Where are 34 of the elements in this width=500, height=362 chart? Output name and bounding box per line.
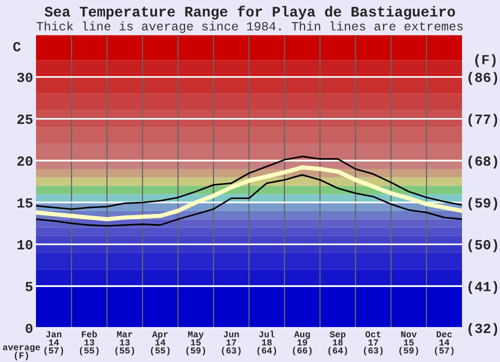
x-tick-label: Oct 17 (63) — [364, 331, 383, 356]
y2-tick-label: (77) — [468, 114, 498, 127]
y-tick-label: 15 — [17, 198, 32, 208]
y-tick-label: 10 — [17, 240, 32, 250]
x-tick-label: Jun 17 (63) — [222, 331, 241, 356]
y2-tick-label: (41) — [468, 281, 498, 294]
x-tick-label: Sep 18 (64) — [328, 331, 348, 356]
line-series — [36, 156, 462, 210]
x-tick-label: May 15 (59) — [186, 331, 206, 356]
y2-axis-title: (F) — [475, 54, 496, 68]
x-tick-label: Jul 18 (64) — [257, 330, 276, 356]
x-tick-label: Jan 14 (57) — [44, 331, 64, 356]
x-tick-label: Dec 14 (57) — [434, 331, 454, 356]
y2-tick-label: (86) — [468, 72, 498, 85]
x-tick-label: Nov 15 (59) — [399, 331, 418, 356]
chart-title: Sea Temperature Range for Playa de Bastiagueiro — [44, 6, 455, 20]
line-series — [36, 165, 462, 222]
y2-tick-label: (50) — [468, 239, 498, 252]
y2-tick-label: (32) — [468, 322, 498, 336]
chart-subtitle: Thick line is average since 1984. Thin lines are extremes — [36, 21, 463, 33]
x-tick-label: Feb 13 (55) — [80, 330, 99, 356]
x-tick-label: Aug 19 (66) — [292, 331, 312, 356]
text: average (F) — [2, 345, 40, 360]
y-tick-label: 5 — [26, 282, 32, 292]
x-tick-label: Mar 13 (55) — [115, 331, 134, 356]
y-tick-label: 30 — [17, 72, 32, 82]
y-tick-label: 20 — [17, 156, 32, 166]
line-series — [36, 174, 462, 227]
y2-tick-label: (59) — [468, 197, 498, 210]
y-tick-label: 25 — [17, 114, 32, 124]
y-axis-title: C — [13, 42, 21, 52]
y-tick-label: 0 — [26, 324, 32, 334]
x-tick-label: Apr 14 (55) — [150, 331, 170, 356]
y2-tick-label: (68) — [468, 156, 498, 169]
